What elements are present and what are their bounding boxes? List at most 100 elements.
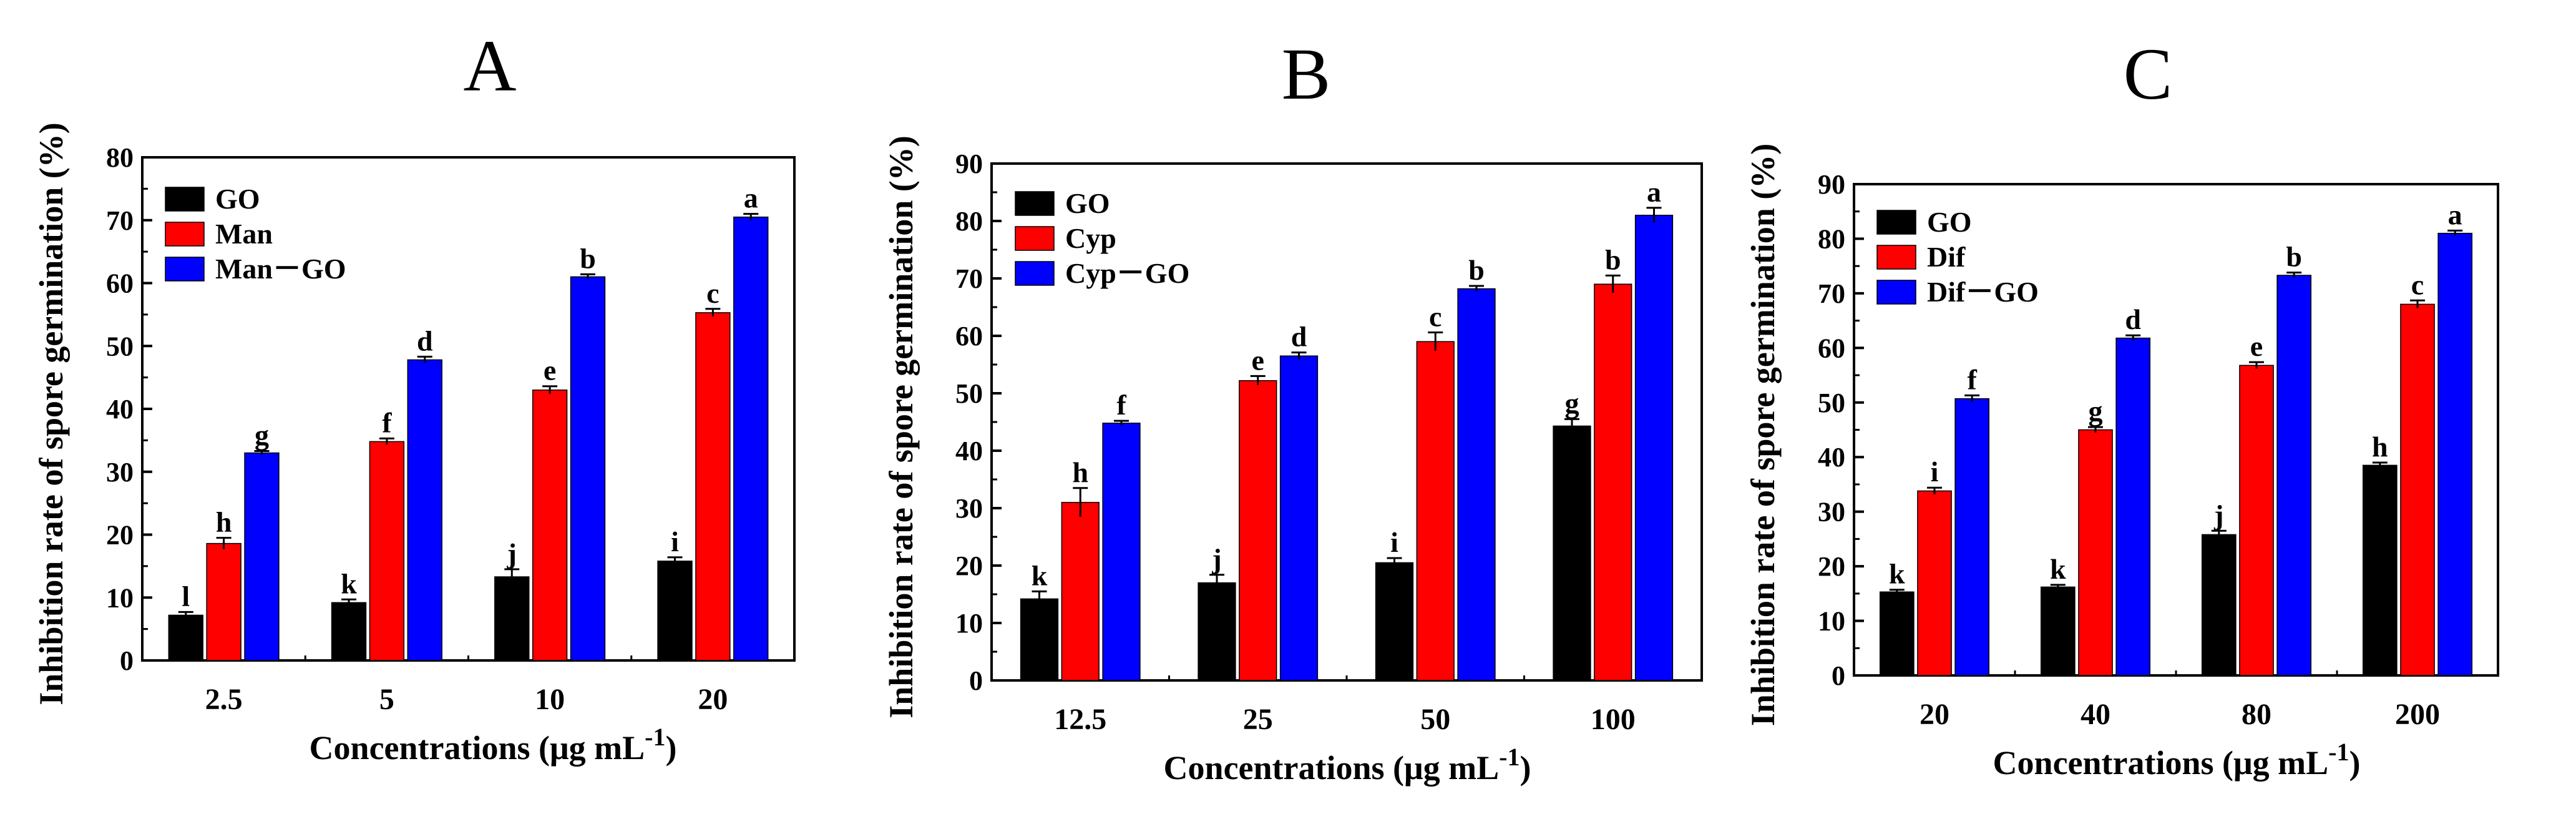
bar-cypgo-12.5 bbox=[1102, 423, 1141, 681]
significance-letter: a bbox=[1647, 176, 1661, 208]
significance-letter: h bbox=[1072, 456, 1088, 488]
bar-dif-20 bbox=[1917, 490, 1952, 676]
bar-cyp-12.5 bbox=[1061, 502, 1100, 681]
y-tick-label: 70 bbox=[1818, 278, 1845, 309]
x-axis-title-end: ) bbox=[1520, 749, 1531, 787]
bar-man-5 bbox=[369, 441, 405, 661]
x-tick-label: 10 bbox=[535, 683, 565, 716]
x-tick-label: 40 bbox=[2081, 698, 2110, 731]
bar-go-5 bbox=[331, 602, 367, 661]
bar-go-2.5 bbox=[168, 614, 203, 661]
bar-cypgo-25 bbox=[1279, 355, 1319, 681]
significance-letter: a bbox=[744, 182, 758, 214]
significance-letter: i bbox=[671, 526, 679, 557]
y-tick-label: 30 bbox=[106, 457, 134, 488]
panel-title: A bbox=[463, 25, 516, 107]
y-tick-label: 40 bbox=[955, 436, 983, 466]
bar-man-2.5 bbox=[206, 542, 242, 661]
y-tick-label: 60 bbox=[106, 268, 134, 299]
significance-letter: b bbox=[1468, 254, 1485, 286]
significance-letter: c bbox=[706, 277, 719, 309]
bar-go-10 bbox=[494, 576, 530, 661]
legend-label: Dif bbox=[1927, 241, 1966, 273]
bar-go-200 bbox=[2362, 464, 2398, 676]
y-tick-label: 50 bbox=[106, 331, 134, 361]
x-tick-label: 5 bbox=[379, 683, 394, 716]
panel-title: B bbox=[1282, 33, 1331, 115]
legend-label: Dif－GO bbox=[1927, 276, 2039, 308]
y-tick-label: 30 bbox=[1818, 497, 1845, 527]
x-tick-label: 50 bbox=[1420, 703, 1450, 736]
x-axis-title-end: ) bbox=[2349, 744, 2360, 782]
bar-go-100 bbox=[1553, 425, 1591, 681]
y-tick-label: 40 bbox=[1818, 442, 1845, 473]
y-tick-label: 0 bbox=[120, 645, 134, 676]
bar-cypgo-50 bbox=[1457, 288, 1496, 681]
bar-cyp-100 bbox=[1594, 283, 1632, 681]
bar-cyp-50 bbox=[1416, 341, 1455, 681]
legend-swatch bbox=[165, 187, 205, 212]
x-axis-title-main: Concentrations (μg mL bbox=[310, 729, 645, 767]
significance-letter: g bbox=[255, 419, 269, 451]
y-tick-label: 0 bbox=[969, 665, 983, 696]
y-tick-label: 10 bbox=[955, 608, 983, 639]
legend-label: Cyp－GO bbox=[1065, 257, 1189, 289]
significance-letter: j bbox=[1211, 543, 1221, 575]
significance-letter: c bbox=[1429, 300, 1442, 332]
y-tick-label: 60 bbox=[955, 321, 983, 351]
significance-letter: k bbox=[2050, 553, 2066, 585]
significance-letter: g bbox=[1565, 387, 1579, 419]
x-tick-label: 20 bbox=[1920, 698, 1949, 731]
legend-label: Man－GO bbox=[215, 253, 346, 285]
x-tick-label: 200 bbox=[2395, 698, 2440, 731]
chart-panel-b: B Inhibition rate of spore germination (%… bbox=[882, 33, 1703, 787]
significance-letter: h bbox=[2372, 431, 2388, 463]
x-axis-title-superscript: -1 bbox=[645, 723, 665, 751]
significance-letter: j bbox=[2213, 499, 2223, 531]
significance-letter: h bbox=[216, 506, 232, 538]
bar-cypgo-100 bbox=[1634, 215, 1674, 681]
x-tick-label: 20 bbox=[698, 683, 728, 716]
significance-letter: b bbox=[580, 242, 596, 274]
y-axis-title: Inhibition rate of spore germination (%) bbox=[32, 122, 70, 705]
bar-mango-2.5 bbox=[244, 452, 280, 661]
y-tick-label: 70 bbox=[955, 263, 983, 294]
legend-label: GO bbox=[1065, 187, 1110, 219]
legend-label: Cyp bbox=[1065, 222, 1116, 254]
bar-mango-5 bbox=[407, 359, 442, 661]
bar-mango-10 bbox=[570, 276, 606, 661]
bar-go-20 bbox=[657, 561, 693, 661]
y-tick-label: 10 bbox=[1818, 606, 1845, 637]
x-axis-title-superscript: -1 bbox=[1499, 743, 1520, 771]
y-tick-label: 50 bbox=[955, 378, 983, 409]
legend-swatch bbox=[165, 222, 205, 247]
y-tick-label: 20 bbox=[1818, 551, 1845, 582]
y-tick-label: 80 bbox=[1818, 223, 1845, 254]
bar-difgo-200 bbox=[2437, 232, 2473, 676]
x-tick-label: 25 bbox=[1243, 703, 1273, 736]
significance-letter: b bbox=[1605, 243, 1621, 275]
x-tick-label: 12.5 bbox=[1054, 703, 1106, 736]
bar-dif-200 bbox=[2400, 303, 2435, 676]
y-tick-label: 0 bbox=[1832, 660, 1845, 691]
x-axis-title-main: Concentrations (μg mL bbox=[1993, 744, 2329, 782]
significance-letter: j bbox=[507, 537, 517, 569]
significance-letter: i bbox=[1390, 526, 1398, 558]
bar-go-12.5 bbox=[1020, 598, 1059, 681]
bar-mango-20 bbox=[733, 216, 769, 661]
significance-letter: i bbox=[1931, 456, 1939, 488]
y-axis-title: Inhibition rate of spore germination (%) bbox=[1744, 144, 1782, 726]
y-tick-label: 30 bbox=[955, 493, 983, 524]
significance-letter: e bbox=[544, 355, 556, 386]
significance-letter: d bbox=[1291, 321, 1307, 353]
significance-letter: f bbox=[1116, 389, 1126, 421]
x-axis-title-superscript: -1 bbox=[2328, 738, 2349, 766]
y-tick-label: 40 bbox=[106, 394, 134, 424]
legend-swatch bbox=[1876, 210, 1916, 235]
chart-panel-a: A Inhibition rate of spore germination (%… bbox=[32, 25, 796, 767]
significance-letter: d bbox=[417, 325, 433, 356]
x-axis-title: Concentrations (μg mL-1) bbox=[310, 723, 677, 767]
legend-swatch bbox=[1015, 261, 1055, 286]
significance-letter: l bbox=[182, 580, 190, 612]
